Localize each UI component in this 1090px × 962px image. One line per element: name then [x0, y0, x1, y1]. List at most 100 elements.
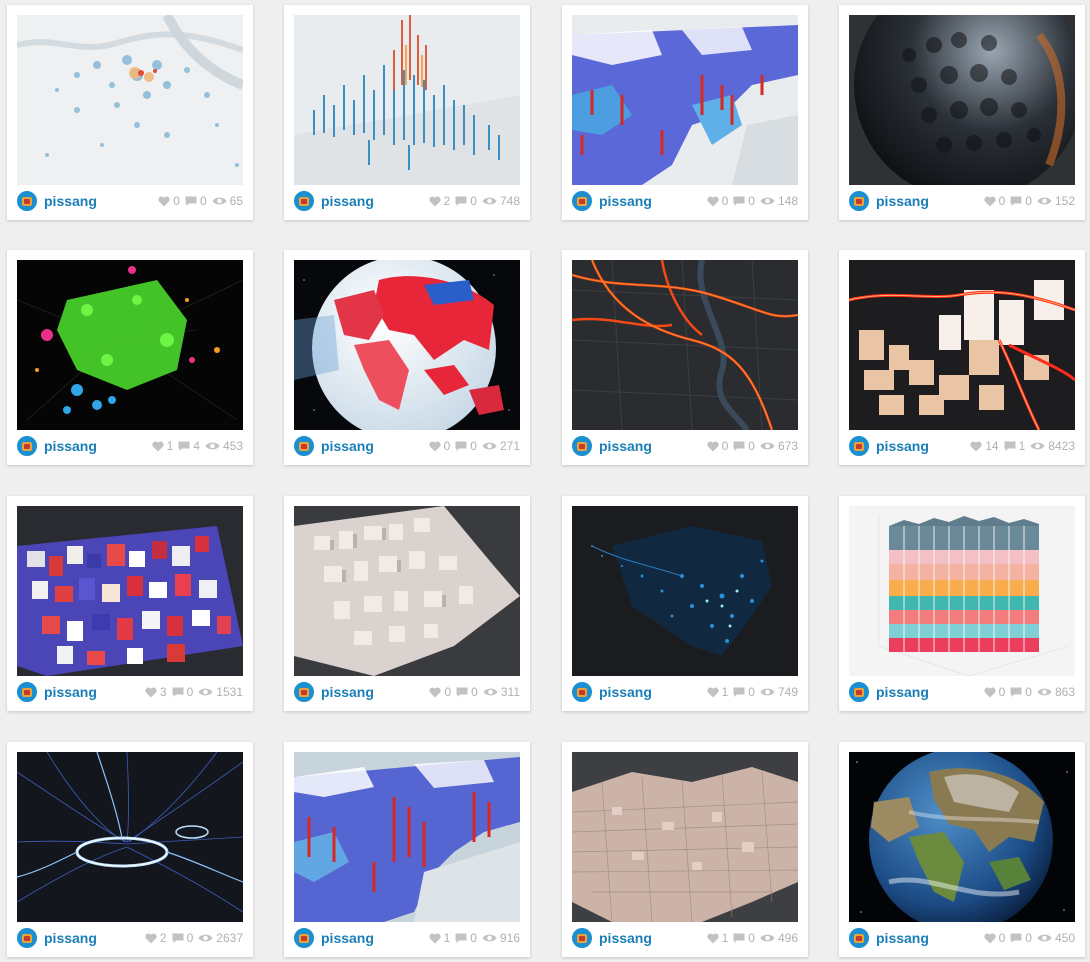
- comment-count[interactable]: 0: [456, 685, 478, 699]
- avatar[interactable]: [572, 928, 592, 948]
- avatar[interactable]: [849, 436, 869, 456]
- thumbnail-link[interactable]: [294, 15, 520, 185]
- comment-icon: [733, 933, 745, 944]
- comment-count[interactable]: 0: [733, 685, 755, 699]
- comment-icon: [185, 196, 197, 207]
- like-count[interactable]: 3: [145, 685, 167, 699]
- author-link[interactable]: pissang: [321, 193, 374, 209]
- author-link[interactable]: pissang: [599, 930, 652, 946]
- avatar[interactable]: [17, 436, 37, 456]
- comment-icon: [172, 933, 184, 944]
- like-count[interactable]: 0: [706, 439, 728, 453]
- author-link[interactable]: pissang: [321, 684, 374, 700]
- like-count[interactable]: 0: [706, 194, 728, 208]
- comment-icon: [733, 687, 745, 698]
- thumbnail-link[interactable]: [572, 752, 798, 922]
- author-link[interactable]: pissang: [44, 930, 97, 946]
- card-footer: pissang 0 0 311: [294, 679, 520, 705]
- comment-count[interactable]: 0: [733, 194, 755, 208]
- like-count[interactable]: 1: [706, 685, 728, 699]
- comment-count[interactable]: 0: [733, 931, 755, 945]
- thumbnail-link[interactable]: [294, 260, 520, 430]
- like-count[interactable]: 1: [428, 931, 450, 945]
- avatar[interactable]: [294, 191, 314, 211]
- avatar[interactable]: [849, 928, 869, 948]
- comment-count[interactable]: 0: [1010, 685, 1032, 699]
- gallery-card: pissang 1 0 916: [284, 742, 530, 957]
- author-link[interactable]: pissang: [876, 438, 929, 454]
- like-count[interactable]: 2: [428, 194, 450, 208]
- author-link[interactable]: pissang: [321, 438, 374, 454]
- author-link[interactable]: pissang: [599, 438, 652, 454]
- like-count[interactable]: 0: [158, 194, 180, 208]
- card-stats: 0 0 65: [158, 194, 243, 208]
- author-link[interactable]: pissang: [599, 193, 652, 209]
- heart-icon: [706, 441, 719, 452]
- thumbnail-link[interactable]: [17, 506, 243, 676]
- thumbnail-link[interactable]: [17, 15, 243, 185]
- eye-icon: [198, 687, 213, 697]
- comment-count[interactable]: 4: [178, 439, 200, 453]
- comment-count[interactable]: 0: [733, 439, 755, 453]
- avatar[interactable]: [849, 191, 869, 211]
- thumbnail-image: [294, 506, 520, 676]
- comment-count[interactable]: 0: [455, 194, 477, 208]
- avatar[interactable]: [294, 682, 314, 702]
- comment-count[interactable]: 0: [1010, 931, 1032, 945]
- avatar[interactable]: [294, 436, 314, 456]
- author-link[interactable]: pissang: [876, 193, 929, 209]
- eye-icon: [482, 441, 497, 451]
- comment-count[interactable]: 0: [1010, 194, 1032, 208]
- thumbnail-link[interactable]: [849, 260, 1075, 430]
- card-footer: pissang 2 0 2637: [17, 925, 243, 951]
- author-link[interactable]: pissang: [876, 930, 929, 946]
- avatar[interactable]: [17, 682, 37, 702]
- author-link[interactable]: pissang: [321, 930, 374, 946]
- like-count[interactable]: 0: [428, 439, 450, 453]
- thumbnail-link[interactable]: [849, 752, 1075, 922]
- author-link[interactable]: pissang: [876, 684, 929, 700]
- view-count: 749: [760, 685, 798, 699]
- gallery-card: pissang 0 0 311: [284, 496, 530, 711]
- like-count[interactable]: 0: [983, 194, 1005, 208]
- thumbnail-link[interactable]: [17, 260, 243, 430]
- card-footer: pissang 0 0 148: [572, 188, 798, 214]
- avatar[interactable]: [849, 682, 869, 702]
- avatar[interactable]: [294, 928, 314, 948]
- like-count[interactable]: 2: [145, 931, 167, 945]
- thumbnail-link[interactable]: [294, 506, 520, 676]
- like-count[interactable]: 0: [429, 685, 451, 699]
- like-count[interactable]: 0: [983, 685, 1005, 699]
- author-link[interactable]: pissang: [44, 684, 97, 700]
- comment-count[interactable]: 0: [455, 439, 477, 453]
- thumbnail-link[interactable]: [294, 752, 520, 922]
- comment-icon: [1010, 933, 1022, 944]
- like-count[interactable]: 1: [151, 439, 173, 453]
- like-count[interactable]: 14: [970, 439, 999, 453]
- thumbnail-link[interactable]: [572, 15, 798, 185]
- thumbnail-image: [849, 15, 1075, 185]
- author-link[interactable]: pissang: [599, 684, 652, 700]
- comment-count[interactable]: 0: [172, 685, 193, 699]
- thumbnail-link[interactable]: [849, 15, 1075, 185]
- thumbnail-link[interactable]: [572, 506, 798, 676]
- comment-count[interactable]: 0: [455, 931, 477, 945]
- like-count[interactable]: 0: [983, 931, 1005, 945]
- comment-count[interactable]: 0: [172, 931, 193, 945]
- avatar[interactable]: [17, 191, 37, 211]
- avatar[interactable]: [572, 436, 592, 456]
- thumbnail-link[interactable]: [17, 752, 243, 922]
- eye-icon: [760, 687, 775, 697]
- author-link[interactable]: pissang: [44, 438, 97, 454]
- avatar[interactable]: [572, 682, 592, 702]
- avatar[interactable]: [17, 928, 37, 948]
- author-link[interactable]: pissang: [44, 193, 97, 209]
- avatar[interactable]: [572, 191, 592, 211]
- like-count[interactable]: 1: [706, 931, 728, 945]
- thumbnail-link[interactable]: [572, 260, 798, 430]
- thumbnail-link[interactable]: [849, 506, 1075, 676]
- comment-count[interactable]: 1: [1004, 439, 1025, 453]
- thumbnail-image: [17, 15, 243, 185]
- comment-count[interactable]: 0: [185, 194, 207, 208]
- comment-icon: [455, 933, 467, 944]
